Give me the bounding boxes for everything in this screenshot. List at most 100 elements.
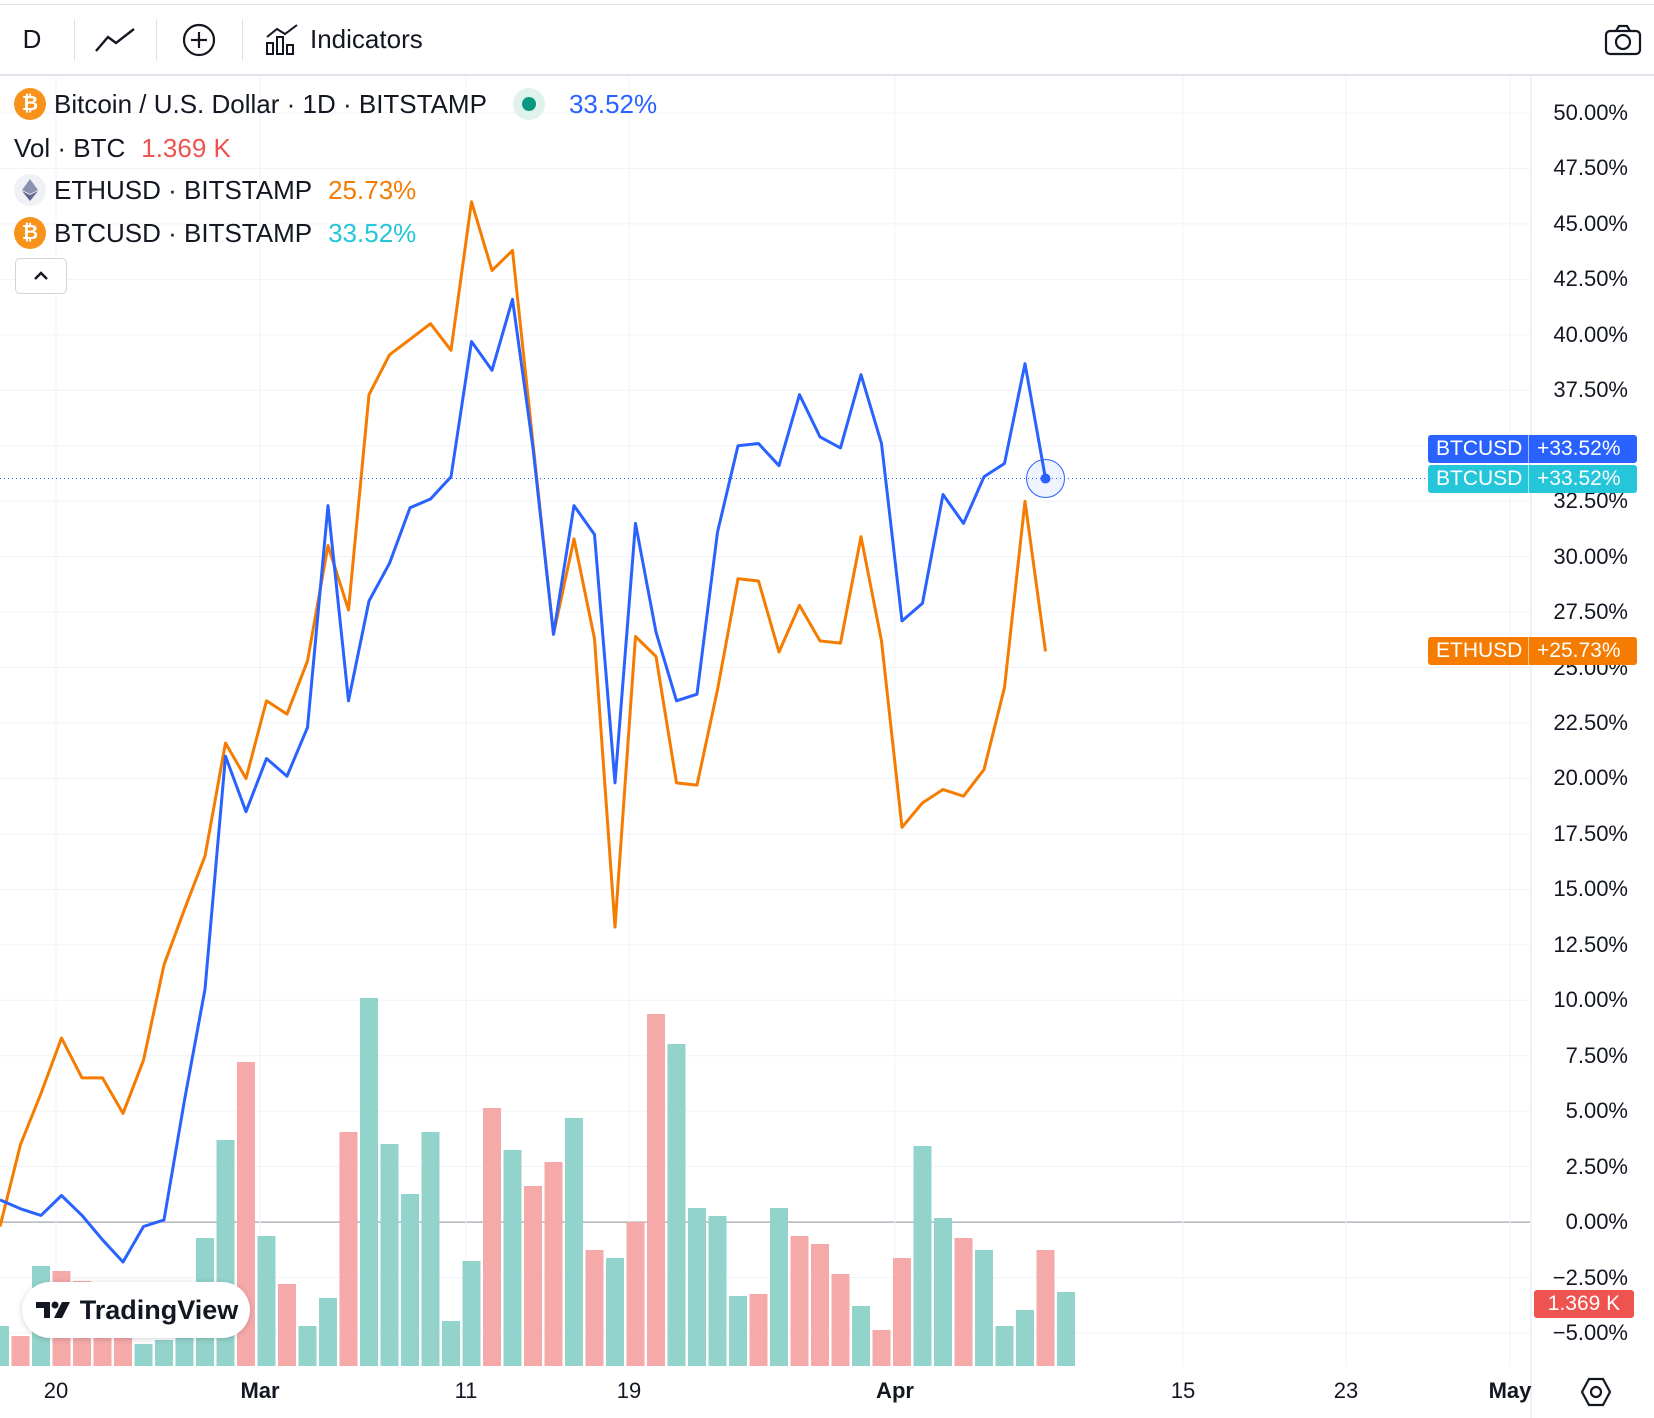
volume-bar: [667, 1044, 686, 1366]
y-tick-label: 37.50%: [1553, 377, 1628, 403]
y-tick-label: 40.00%: [1553, 321, 1628, 347]
volume-bar: [155, 1340, 173, 1366]
volume-bar: [749, 1294, 768, 1366]
eth-series-label: ETHUSD · BITSTAMP: [54, 174, 313, 205]
price-tag-value: +33.52%: [1528, 464, 1637, 493]
legend-eth[interactable]: ETHUSD · BITSTAMP 25.73%: [14, 174, 416, 206]
volume-bar: [811, 1244, 829, 1366]
volume-bar: [790, 1236, 809, 1366]
volume-bar: [934, 1218, 952, 1366]
volume-bar: [257, 1236, 276, 1366]
volume-bar: [872, 1330, 891, 1366]
volume-bar: [954, 1238, 973, 1366]
volume-label: Vol · BTC: [14, 133, 126, 163]
btcusd-line: [0, 297, 1047, 1264]
settings-button[interactable]: [1580, 1376, 1612, 1413]
y-tick-label: 15.00%: [1553, 876, 1628, 902]
bitcoin-icon: ₿: [14, 217, 46, 249]
volume-bar: [339, 1132, 358, 1366]
y-tick-label: 42.50%: [1553, 266, 1628, 292]
last-point-marker: [1040, 473, 1051, 484]
x-tick-label: 11: [454, 1378, 478, 1403]
y-tick-label: 5.00%: [1565, 1098, 1628, 1124]
volume-bar: [585, 1250, 604, 1366]
volume-bar: [380, 1144, 399, 1366]
y-tick-label: 50.00%: [1553, 100, 1628, 125]
y-tick-label: 17.50%: [1553, 820, 1628, 846]
volume-bar: [708, 1216, 727, 1366]
y-tick-label: 27.50%: [1553, 599, 1628, 625]
line-chart-icon: [95, 27, 135, 52]
tradingview-logo[interactable]: TradingView: [22, 1282, 250, 1338]
volume-bar: [442, 1321, 460, 1366]
y-tick-label: −5.00%: [1552, 1320, 1628, 1345]
volume-bar: [831, 1274, 850, 1366]
volume-bar: [565, 1118, 583, 1366]
price-tag-symbol: ETHUSD: [1428, 637, 1528, 666]
volume-bar: [913, 1146, 932, 1366]
toolbar-divider: [74, 19, 75, 61]
chart-type-button[interactable]: [90, 5, 142, 74]
toolbar-divider: [242, 19, 243, 61]
main-series-title: Bitcoin / U.S. Dollar · 1D · BITSTAMP: [54, 88, 487, 119]
screenshot-button[interactable]: [1600, 5, 1646, 74]
volume-bar: [319, 1298, 337, 1366]
btc-series-value: 33.52%: [328, 217, 417, 248]
indicators-label: Indicators: [310, 24, 423, 54]
volume-bar: [462, 1261, 481, 1366]
compare-button[interactable]: [176, 5, 222, 74]
indicators-icon: [266, 23, 298, 55]
volume-bar: [421, 1132, 440, 1366]
volume-bar: [688, 1208, 706, 1366]
volume-bar: [544, 1162, 563, 1366]
interval-label: D: [22, 24, 42, 54]
x-tick-label: Apr: [876, 1378, 914, 1403]
tradingview-icon: [35, 1301, 70, 1318]
volume-bar: [175, 1336, 194, 1366]
volume-bar: [278, 1284, 296, 1366]
y-tick-label: 45.00%: [1553, 210, 1628, 236]
volume-bar: [360, 998, 378, 1366]
price-tag: ETHUSD +25.73%: [1428, 637, 1637, 666]
volume-value: 1.369 K: [141, 133, 231, 163]
collapse-legend-button[interactable]: [15, 258, 67, 294]
bitcoin-icon: ₿: [14, 88, 46, 120]
interval-button[interactable]: D: [10, 5, 54, 74]
y-tick-label: 22.50%: [1553, 710, 1628, 735]
settings-icon: [1580, 1377, 1612, 1407]
volume-bar: [893, 1258, 911, 1366]
chart-area[interactable]: [0, 76, 1654, 1418]
y-tick-label: 47.50%: [1553, 155, 1628, 181]
legend-btc[interactable]: ₿ BTCUSD · BITSTAMP 33.52%: [14, 217, 416, 249]
volume-bar: [770, 1208, 788, 1366]
legend-volume[interactable]: Vol · BTC 1.369 K: [14, 133, 231, 164]
volume-bar: [401, 1194, 419, 1366]
volume-bar: [975, 1250, 993, 1366]
y-tick-label: 30.00%: [1553, 543, 1628, 569]
price-tag-symbol: BTCUSD: [1428, 464, 1528, 493]
volume-tag-value: 1.369 K: [1547, 1292, 1621, 1315]
top-toolbar: D Indicators: [0, 4, 1654, 76]
volume-bar: [483, 1108, 501, 1366]
price-tag-value: +33.52%: [1528, 434, 1637, 463]
x-tick-label: Mar: [240, 1378, 280, 1403]
toolbar-divider: [156, 19, 157, 61]
btc-series-label: BTCUSD · BITSTAMP: [54, 217, 313, 248]
volume-bar: [647, 1014, 665, 1366]
camera-icon: [1604, 24, 1642, 55]
volume-bar: [729, 1296, 747, 1366]
y-tick-label: 12.50%: [1553, 931, 1628, 957]
x-tick-label: May: [1488, 1378, 1532, 1403]
price-tag-value: +25.73%: [1528, 637, 1637, 666]
indicators-button[interactable]: Indicators: [264, 5, 434, 74]
volume-bar: [503, 1150, 522, 1366]
price-tag-symbol: BTCUSD: [1428, 434, 1528, 463]
y-tick-label: 0.00%: [1565, 1209, 1628, 1235]
legend-main[interactable]: ₿ Bitcoin / U.S. Dollar · 1D · BITSTAMP …: [14, 88, 657, 120]
volume-bar: [11, 1336, 30, 1366]
y-tick-label: 20.00%: [1553, 765, 1628, 791]
market-status-icon: [512, 88, 545, 120]
eth-series-value: 25.73%: [328, 174, 417, 205]
volume-bar: [1036, 1250, 1055, 1366]
volume-bar: [626, 1222, 645, 1366]
